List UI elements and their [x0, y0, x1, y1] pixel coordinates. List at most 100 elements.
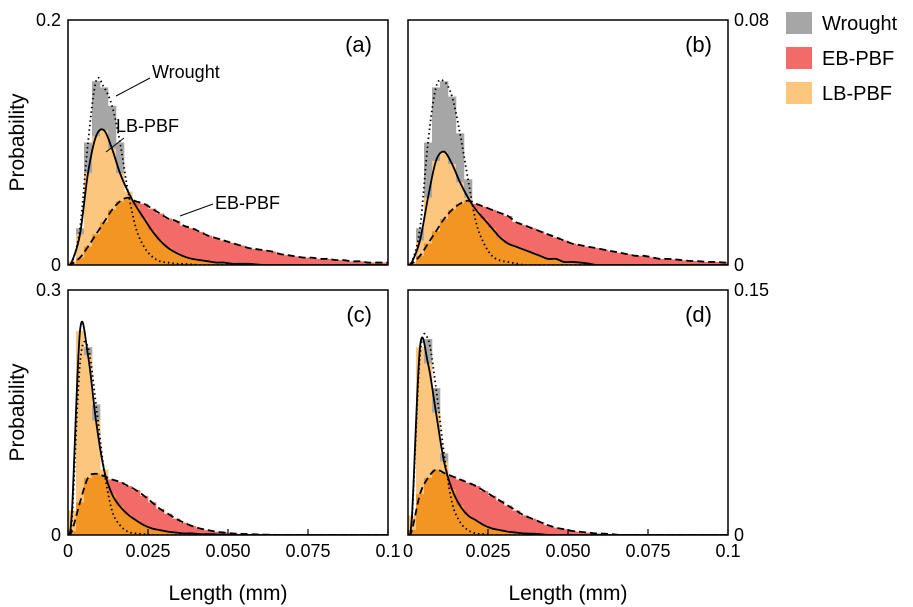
bar-eb-pbf [180, 522, 189, 535]
bar-overlap [408, 530, 417, 535]
axes-frame [407, 19, 729, 266]
y-tick-label: 0.2 [36, 10, 61, 30]
annotation-label: Wrought [152, 62, 220, 82]
bar-eb-pbf [504, 505, 513, 535]
annotation-label: EB-PBF [215, 193, 280, 213]
bar-overlap [188, 258, 197, 265]
bar-eb-pbf [536, 231, 545, 265]
bar-overlap [68, 530, 77, 535]
legend-swatch [786, 12, 812, 34]
bar-lb-pbf [100, 130, 109, 265]
bar-eb-pbf [576, 531, 585, 535]
axes-frame [67, 19, 389, 266]
x-tick-label: 0.025 [125, 541, 170, 561]
bar-lb-pbf [424, 197, 433, 265]
x-tick-label: 0.1 [715, 541, 740, 561]
bar-lb-pbf [68, 510, 77, 535]
bar-eb-pbf [132, 490, 141, 535]
bar-eb-pbf [204, 530, 213, 535]
bar-eb-pbf [324, 258, 333, 265]
bar-overlap [496, 530, 505, 535]
bar-overlap [132, 206, 141, 265]
panel-a: 0.2 0 Probability (a) Wrought LB-PBF EB-PBF [6, 10, 389, 275]
bar-eb-pbf [228, 242, 237, 265]
bar-overlap [132, 520, 141, 535]
bar-overlap [464, 200, 473, 265]
y-tick-label: 0 [734, 255, 744, 275]
bar-overlap [432, 469, 441, 535]
bar-lb-pbf [416, 347, 425, 535]
annotation-leader [105, 137, 125, 153]
panel-d: 0.15 0 0 0.025 0.050 0.075 0.1 Length (mm) (d) [403, 280, 769, 605]
bar-eb-pbf [244, 247, 253, 265]
bar-overlap [156, 240, 165, 265]
bar-overlap [84, 246, 93, 265]
bar-overlap [456, 505, 465, 535]
legend-label: LB-PBF [822, 83, 892, 105]
bar-overlap [520, 249, 529, 265]
x-tick-label: 0.050 [545, 541, 590, 561]
bar-overlap [180, 256, 189, 265]
panel-label: (d) [685, 302, 712, 327]
bar-eb-pbf [616, 252, 625, 265]
plot-area [408, 78, 728, 265]
bar-eb-pbf [164, 218, 173, 265]
bar-eb-pbf [600, 249, 609, 265]
legend-swatch [786, 82, 812, 104]
bar-eb-pbf [544, 525, 553, 535]
bar-eb-pbf [512, 510, 521, 535]
bar-overlap [576, 262, 585, 265]
bar-overlap [568, 261, 577, 265]
bar-lb-pbf [76, 330, 85, 535]
bar-eb-pbf [220, 240, 229, 265]
x-axis-title: Length (mm) [508, 582, 627, 605]
bar-overlap [76, 502, 85, 535]
x-tick-label: 0.1 [375, 541, 400, 561]
bar-overlap [92, 473, 101, 535]
bar-overlap [92, 234, 101, 265]
curve-lb-pbf [408, 336, 728, 535]
bar-eb-pbf [284, 255, 293, 265]
plot-area [68, 320, 388, 535]
bar-overlap [560, 261, 569, 265]
y-tick-label: 0 [51, 255, 61, 275]
bar-overlap [552, 258, 561, 265]
bar-overlap [212, 262, 221, 265]
bar-eb-pbf [488, 495, 497, 535]
bar-eb-pbf [156, 508, 165, 535]
legend-label: Wrought [822, 13, 898, 35]
bar-eb-pbf [720, 262, 728, 265]
bar-overlap [220, 262, 229, 265]
bar-eb-pbf [672, 259, 681, 265]
bar-eb-pbf [568, 530, 577, 535]
bar-eb-pbf [592, 248, 601, 265]
curve-wrought [408, 332, 728, 535]
bar-overlap [76, 257, 85, 265]
curve-eb-pbf [68, 196, 388, 265]
bar-eb-pbf [696, 261, 705, 265]
x-axis-title: Length (mm) [168, 582, 287, 605]
bar-lb-pbf [416, 240, 425, 265]
curve-eb-pbf [408, 199, 728, 265]
bar-overlap [536, 255, 545, 265]
x-tick-label: 0 [403, 541, 413, 561]
bar-eb-pbf [300, 257, 309, 265]
bar-eb-pbf [480, 490, 489, 535]
x-tick-label: 0.025 [465, 541, 510, 561]
bar-overlap [424, 243, 433, 265]
bar-overlap [440, 472, 449, 535]
bar-eb-pbf [188, 526, 197, 535]
y-tick-label: 0.08 [734, 10, 769, 30]
bar-eb-pbf [712, 261, 721, 265]
bar-eb-pbf [364, 262, 373, 265]
y-tick-label: 0.15 [734, 280, 769, 300]
curve-wrought [408, 78, 728, 265]
bar-lb-pbf [424, 363, 433, 535]
bar-eb-pbf [204, 235, 213, 265]
bar-eb-pbf [212, 238, 221, 265]
bar-eb-pbf [380, 262, 388, 265]
y-axis-title: Probability [6, 93, 29, 192]
bar-overlap [148, 230, 157, 265]
bar-eb-pbf [584, 246, 593, 265]
bar-overlap [124, 514, 133, 535]
